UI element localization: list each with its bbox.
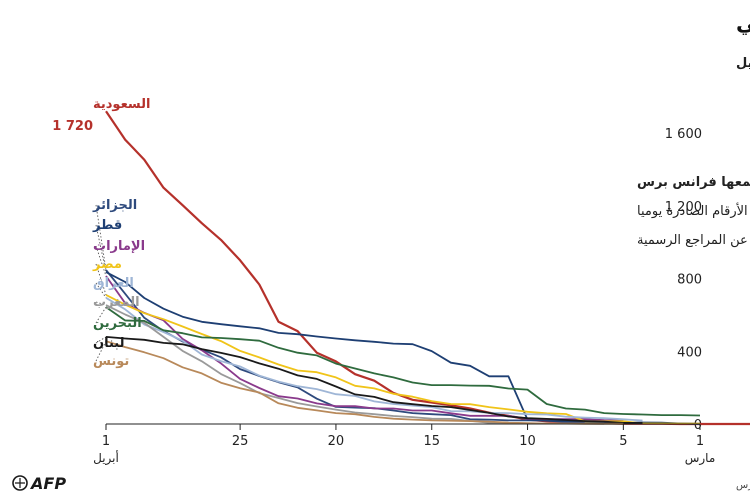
x-tick-label: 15 <box>423 434 440 449</box>
note-line-1: حصيلة تراكمية تجمعها فرانس برس <box>637 175 750 190</box>
afp-logo: AFP <box>12 474 66 493</box>
series-line <box>105 340 624 425</box>
month-label-april: أبريل <box>93 450 119 466</box>
x-tick-label: 1 <box>696 434 704 449</box>
y-tick-label: 0 <box>694 418 702 433</box>
series-label: لبنان <box>93 336 124 351</box>
series-label: مصر <box>92 257 122 272</box>
x-tick-label: 25 <box>232 434 249 449</box>
x-tick-label: 20 <box>328 434 345 449</box>
afp-logo-text: AFP <box>29 474 66 493</box>
note-line-2: بالاستناد إلى الأرقام الصادرة يوميا <box>637 202 750 219</box>
series-label: الجزائر <box>92 198 137 213</box>
y-axis-ticks: 0 400 800 1 200 1 600 <box>665 127 702 433</box>
y-tick-label: 1 600 <box>665 127 702 142</box>
series-label: العراق <box>93 276 134 291</box>
x-tick-label: 10 <box>519 434 536 449</box>
series-label: قطر <box>92 218 122 233</box>
series-label: السعودية <box>93 97 151 112</box>
series-line <box>105 306 701 417</box>
label-leader <box>95 341 107 362</box>
month-label-march: مارس <box>685 451 716 466</box>
y-tick-label: 1 200 <box>665 200 702 215</box>
label-leader <box>95 282 107 299</box>
source-note: المصدر: منظمة الصحة العالمية/تعداد لفران… <box>736 480 750 491</box>
series-line <box>105 336 643 424</box>
series-line <box>105 297 643 422</box>
y-tick-label: 800 <box>677 273 702 288</box>
chart-title: كوفيد-19: الإصابات المؤكدة في العالم الع… <box>736 11 750 35</box>
label-leader <box>95 224 107 273</box>
afp-logo-icon <box>12 475 28 491</box>
y-tick-label: 400 <box>677 345 702 360</box>
series-label: تونس <box>93 354 129 369</box>
note-line-3: عن المراجع الرسمية <box>637 233 748 248</box>
series-label: الإمارات <box>93 239 145 254</box>
series-label: المغرب <box>93 295 140 310</box>
note-block: حصيلة تراكمية تجمعها فرانس برس بالاستناد… <box>637 175 750 248</box>
series-labels: السعودية الجزائر قطر الإمارات مصر العراق المغر… <box>52 97 150 369</box>
x-tick-label: 1 <box>102 434 110 449</box>
series-label: البحرين <box>93 316 142 331</box>
series-lines <box>105 110 750 426</box>
afp-logo-mark <box>15 478 25 488</box>
label-leaders <box>95 204 107 362</box>
label-leader <box>95 204 107 271</box>
chart-subtitle: البلدان الـ 10 التي سجلت أكبر عدد من الإ… <box>736 54 750 71</box>
highlight-value: 1 720 <box>52 119 93 134</box>
series-line <box>105 110 750 426</box>
x-axis-ticks: 1 25 20 15 10 5 1 <box>102 424 704 449</box>
x-tick-label: 5 <box>619 434 627 449</box>
